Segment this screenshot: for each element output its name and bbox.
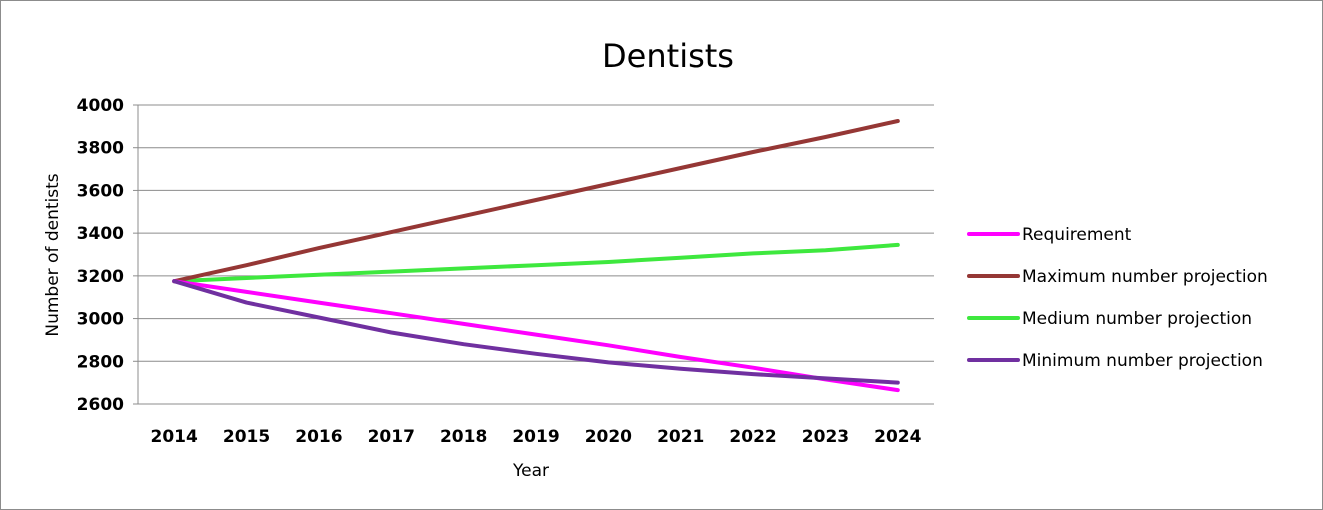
x-tick-label: 2022: [729, 427, 776, 447]
series-line-requirement: [172, 279, 900, 393]
y-tick-label: 3200: [77, 267, 124, 287]
chart-title: Dentists: [602, 37, 734, 75]
x-tick-labels: 2014 2015 2016 2017 2018 2019 2020 2021 2022 2023…: [151, 427, 922, 447]
x-tick-label: 2016: [295, 427, 342, 447]
legend-label: Requirement: [1022, 225, 1132, 245]
x-tick-label: 2023: [802, 427, 849, 447]
x-tick-label: 2014: [151, 427, 198, 447]
y-tick-label: 3400: [77, 224, 124, 244]
x-tick-label: 2015: [223, 427, 270, 447]
x-tick-label: 2017: [368, 427, 415, 447]
x-tick-label: 2021: [657, 427, 704, 447]
x-tick-label: 2018: [440, 427, 487, 447]
y-axis-label: Number of dentists: [43, 173, 63, 336]
y-tick-label: 3800: [77, 139, 124, 159]
y-tick-label: 3000: [77, 310, 124, 330]
legend: Requirement Maximum number projection Medi…: [967, 225, 1268, 371]
y-tick-label: 4000: [77, 96, 124, 116]
series-line-minimum-number-projection: [172, 279, 900, 385]
y-tick-label: 2800: [77, 352, 124, 372]
x-tick-label: 2020: [585, 427, 632, 447]
x-axis-label: Year: [512, 461, 549, 481]
gridlines: [138, 104, 934, 405]
legend-label: Minimum number projection: [1022, 351, 1263, 371]
x-tick-label: 2024: [874, 427, 921, 447]
y-tick-label: 2600: [77, 395, 124, 415]
legend-label: Medium number projection: [1022, 309, 1252, 329]
series-line-medium-number-projection: [172, 242, 900, 284]
series-line-maximum-number-projection: [172, 119, 900, 284]
x-tick-label: 2019: [512, 427, 559, 447]
y-tick-label: 3600: [77, 181, 124, 201]
legend-label: Maximum number projection: [1022, 267, 1268, 287]
series-lines: [172, 119, 900, 393]
axes: [133, 104, 139, 405]
y-tick-labels: 2600 2800 3000 3200 3400 3600 3800 4000: [77, 96, 124, 415]
